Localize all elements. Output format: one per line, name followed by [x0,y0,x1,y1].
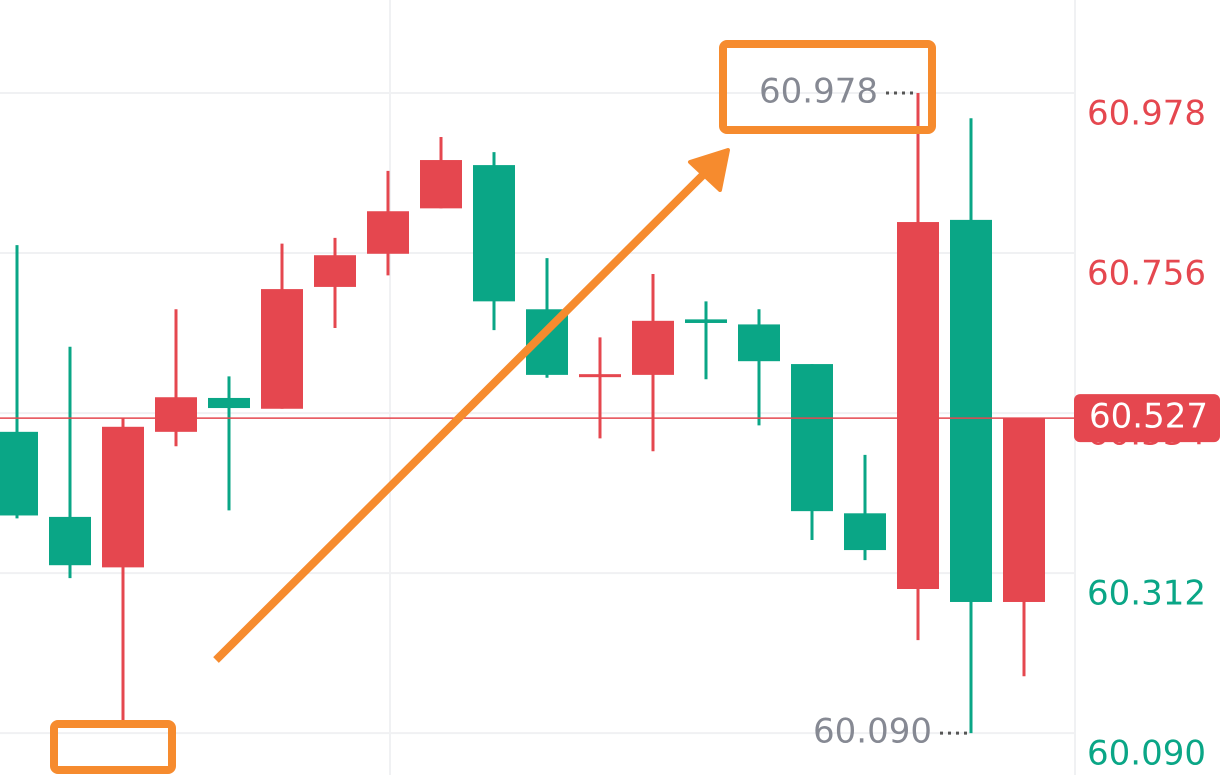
candle-body [314,255,356,287]
candle-body [579,374,621,378]
candles [0,93,1045,734]
candle-body [0,431,38,516]
candle-body [897,222,939,589]
candle-body [844,513,886,551]
highlight-box [50,720,176,774]
candle-body [950,219,992,602]
min-price-label: 60.090 [813,712,932,752]
current-price-box [1074,394,1220,443]
candle-body [738,324,780,362]
candle-body [261,289,303,409]
y-tick-label: 60.090 [1087,734,1206,774]
candle-body [367,211,409,254]
annotations [50,40,936,774]
arrow-line [213,163,715,663]
candle-body [208,397,250,409]
current-price-label: 60.527 [1089,397,1208,437]
candle-body [49,516,91,566]
overlay: 60.97860.75660.53460.31260.09060.52760.9… [0,72,1220,774]
candle-body [685,319,727,323]
highlight-box [719,40,936,134]
candle-body [632,320,674,375]
candle-body [473,165,515,302]
candle-body [420,160,462,209]
y-tick-label: 60.978 [1087,94,1206,134]
arrow-head [688,148,730,192]
candle-body [791,364,833,512]
y-tick-label: 60.312 [1087,574,1206,614]
max-price-label: 60.978 [759,72,878,112]
candle-body [102,426,144,568]
y-tick-label: 60.756 [1087,254,1206,294]
candle-body [1003,418,1045,602]
candle-body [155,397,197,432]
